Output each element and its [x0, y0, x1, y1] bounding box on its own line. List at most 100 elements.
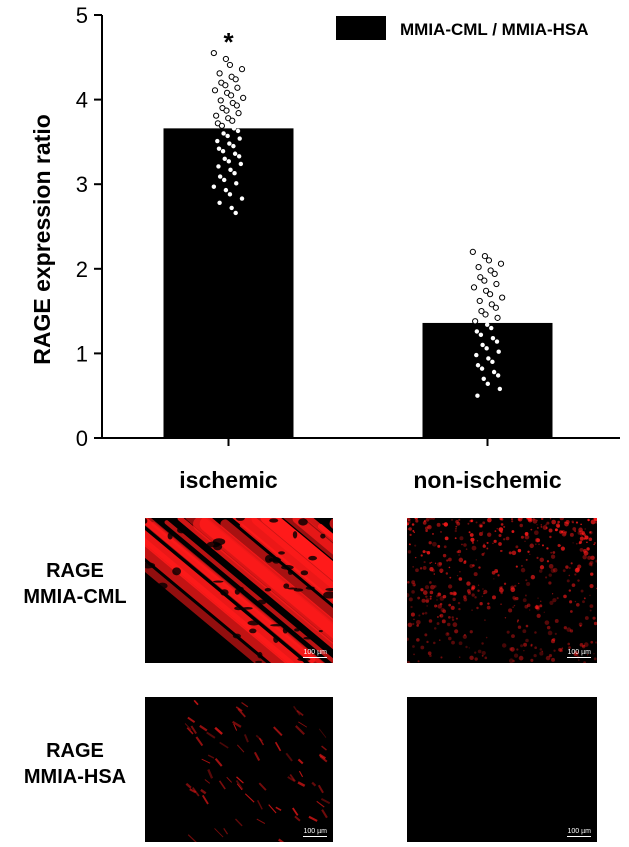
data-point [480, 342, 485, 348]
data-point [481, 253, 488, 260]
data-point [216, 146, 222, 151]
data-point [482, 311, 489, 318]
data-point [234, 181, 239, 186]
data-point [485, 257, 493, 264]
data-point [491, 369, 497, 375]
data-point [236, 154, 242, 159]
micrograph-image [184, 699, 331, 842]
row-label-line2: MMIA-HSA [23, 766, 127, 788]
micrograph-nonischemic-hsa: 100 µm [407, 697, 597, 842]
data-point [237, 136, 242, 141]
data-point [496, 349, 501, 354]
data-point [217, 97, 224, 104]
row-label-hsa: RAGE MMIA-HSA [0, 738, 150, 790]
data-point [479, 366, 485, 371]
data-point [475, 363, 481, 368]
data-point [476, 297, 483, 305]
data-point [217, 200, 222, 206]
data-point [222, 177, 227, 183]
data-point [489, 325, 494, 331]
axes: 0 1 2 3 4 5 RAGE expression ratio ischemic non-i… [29, 3, 620, 493]
micrograph-nonischemic-cml: 100 µm [407, 518, 597, 663]
data-point [469, 248, 476, 255]
legend: MMIA-CML / MMIA-HSA [336, 16, 589, 40]
data-points: * [210, 27, 506, 398]
data-point [492, 304, 499, 311]
legend-swatch [336, 16, 386, 40]
row-label-line1: RAGE [46, 560, 104, 582]
data-point [227, 192, 233, 197]
data-point [222, 82, 229, 89]
x-tick-label: ischemic [179, 467, 278, 493]
data-point [232, 171, 237, 176]
data-point [223, 187, 229, 193]
micrograph-image [145, 518, 333, 663]
data-point [213, 112, 220, 119]
data-point [486, 356, 491, 361]
data-point [210, 49, 217, 57]
scale-bar: 100 µm [303, 828, 327, 837]
data-point [226, 159, 231, 164]
data-point [233, 210, 238, 216]
data-point [490, 335, 496, 341]
data-point [216, 70, 223, 77]
data-point [475, 393, 480, 398]
data-point [499, 294, 506, 301]
data-point [229, 205, 234, 211]
data-point [497, 260, 505, 267]
data-point [226, 61, 234, 69]
y-axis-label: RAGE expression ratio [29, 114, 55, 365]
micrograph-ischemic-hsa: 100 µm [145, 697, 333, 842]
y-tick-label: 0 [76, 426, 88, 451]
data-point [494, 339, 500, 344]
data-point [234, 84, 241, 91]
data-point [220, 149, 226, 154]
data-point [474, 329, 480, 334]
significance-marker: * [223, 27, 234, 57]
micrograph-image [407, 697, 597, 842]
data-point [487, 291, 494, 298]
data-point [238, 161, 244, 167]
y-tick-label: 3 [76, 172, 88, 197]
data-point [491, 270, 498, 277]
row-label-line2: MMIA-CML [23, 586, 127, 608]
x-tick-label: non-ischemic [413, 467, 561, 493]
bar-chart: 0 1 2 3 4 5 RAGE expression ratio ischemic non-i… [29, 3, 620, 493]
data-point [228, 92, 235, 99]
legend-label: MMIA-CML / MMIA-HSA [400, 20, 589, 39]
data-point [481, 277, 488, 284]
data-point [232, 76, 239, 83]
data-point [470, 284, 478, 291]
bars [163, 128, 553, 438]
data-point [482, 287, 490, 294]
data-point [211, 184, 217, 189]
data-point [487, 267, 494, 274]
data-point [235, 110, 242, 117]
data-point [239, 196, 245, 201]
data-point [217, 174, 223, 179]
data-point [235, 128, 241, 134]
y-tick-label: 5 [76, 3, 88, 28]
data-point [225, 133, 230, 139]
data-point [228, 167, 233, 173]
data-point [215, 138, 220, 144]
data-point [216, 164, 221, 169]
data-point [488, 301, 495, 308]
data-point [229, 117, 236, 124]
data-point [222, 55, 229, 63]
data-point [478, 308, 485, 315]
data-point [475, 264, 482, 271]
y-tick-label: 1 [76, 341, 88, 366]
data-point [485, 381, 490, 387]
data-point [223, 107, 230, 114]
scale-bar: 100 µm [567, 649, 591, 658]
data-point [227, 141, 232, 146]
data-point [474, 352, 479, 358]
data-point [240, 94, 247, 102]
data-point [218, 122, 225, 129]
data-point [477, 274, 484, 281]
row-label-cml: RAGE MMIA-CML [0, 558, 150, 610]
data-point [490, 359, 495, 365]
data-point [484, 346, 489, 351]
data-point [211, 87, 219, 94]
